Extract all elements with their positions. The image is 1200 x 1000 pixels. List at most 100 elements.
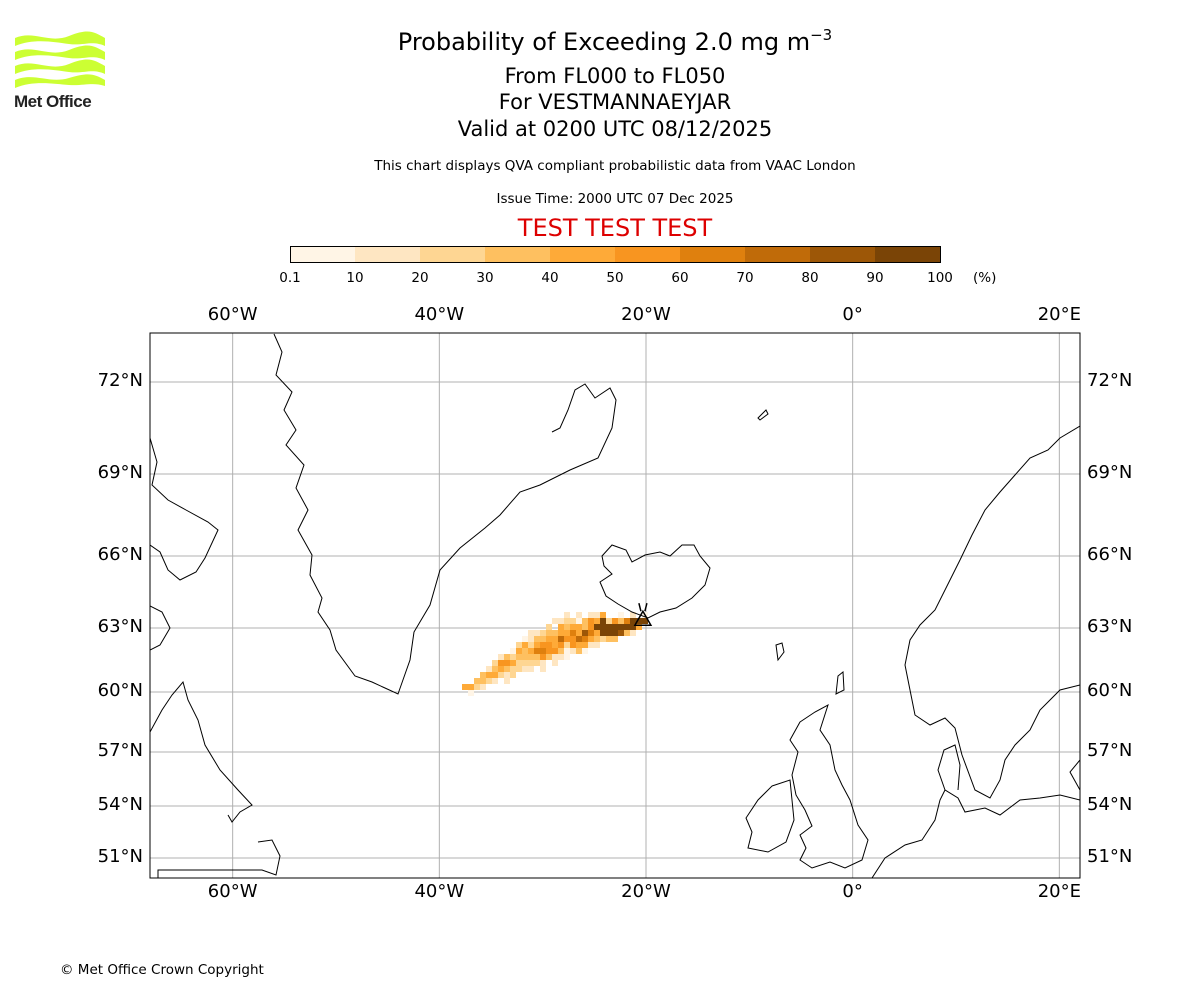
- plume-cell: [582, 642, 588, 648]
- latitude-label-right: 57°N: [1087, 740, 1133, 761]
- plume-cell: [546, 648, 552, 654]
- plume-cell: [582, 618, 588, 624]
- plume-cell: [606, 630, 612, 636]
- plume-cell: [486, 672, 492, 678]
- colorbar-tick-label: 60: [671, 270, 689, 286]
- plume-cell: [612, 624, 618, 630]
- plume-cell: [558, 648, 564, 654]
- plume-cell: [624, 630, 630, 636]
- coastline-shetland: [835, 671, 845, 695]
- data-source-note: This chart displays QVA compliant probab…: [374, 158, 856, 174]
- plume-cell: [600, 630, 606, 636]
- coastline-ungava: [150, 605, 171, 651]
- latitude-label-left: 69°N: [97, 462, 143, 483]
- plume-cell: [468, 690, 474, 696]
- plume-cell: [534, 636, 540, 642]
- plume-cell: [570, 624, 576, 630]
- plume-cell: [612, 618, 618, 624]
- plume-cell: [576, 648, 582, 654]
- plume-cell: [606, 636, 612, 642]
- plume-cell: [564, 636, 570, 642]
- coastline-baffin-island: [150, 437, 219, 581]
- plume-cell: [576, 624, 582, 630]
- colorbar-segment: [875, 246, 941, 263]
- plume-cell: [564, 618, 570, 624]
- plume-cell: [588, 624, 594, 630]
- plume-cell: [462, 684, 468, 690]
- plume-cell: [630, 630, 636, 636]
- plume-cell: [594, 612, 600, 618]
- plume-cell: [510, 666, 516, 672]
- latitude-label-right: 51°N: [1087, 846, 1133, 867]
- colorbar-tick-label: 40: [541, 270, 559, 286]
- coastline-iceland: [599, 544, 711, 619]
- plume-cell: [486, 666, 492, 672]
- plume-cell: [468, 684, 474, 690]
- plume-cell: [552, 654, 558, 660]
- plume-cell: [516, 654, 522, 660]
- plume-cell: [486, 678, 492, 684]
- colorbar-segment: [485, 246, 550, 263]
- plume-cell: [546, 630, 552, 636]
- plume-cell: [618, 624, 624, 630]
- latitude-label-left: 63°N: [97, 616, 143, 637]
- plume-cell: [558, 642, 564, 648]
- colorbar-segment: [810, 246, 875, 263]
- plume-cell: [510, 660, 516, 666]
- flight-level-range: From FL000 to FL050: [504, 64, 726, 88]
- plume-cell: [630, 624, 636, 630]
- colorbar-tick-label: 0.1: [279, 270, 301, 286]
- plume-cell: [564, 630, 570, 636]
- colorbar-segment: [420, 246, 485, 263]
- chart-title: Probability of Exceeding 2.0 mg m−3: [0, 26, 1200, 56]
- plume-cell: [612, 630, 618, 636]
- plume-cell: [588, 636, 594, 642]
- plume-cell: [612, 636, 618, 642]
- plume-cell: [516, 666, 522, 672]
- plume-cell: [594, 636, 600, 642]
- plume-cell: [576, 642, 582, 648]
- latitude-label-right: 66°N: [1087, 544, 1133, 565]
- colorbar-segment: [290, 246, 356, 263]
- plume-cell: [564, 654, 570, 660]
- plume-cell: [636, 618, 642, 624]
- latitude-label-left: 66°N: [97, 544, 143, 565]
- plume-cell: [498, 660, 504, 666]
- plume-cell: [564, 612, 570, 618]
- colorbar-tick-label: 10: [346, 270, 364, 286]
- plume-cell: [558, 630, 564, 636]
- coastline-ireland: [745, 779, 795, 853]
- plume-cell: [528, 642, 534, 648]
- plume-cell: [630, 612, 636, 618]
- plume-cell: [516, 642, 522, 648]
- plume-cell: [606, 624, 612, 630]
- plume-cell: [510, 654, 516, 660]
- location-label: For VESTMANNAEYJAR: [498, 90, 732, 114]
- colorbar-tick-label: 30: [476, 270, 494, 286]
- plume-cell: [588, 612, 594, 618]
- plume-cell: [570, 618, 576, 624]
- plume-cell: [540, 630, 546, 636]
- plume-cell: [528, 660, 534, 666]
- plume-cell: [480, 678, 486, 684]
- plume-cell: [540, 666, 546, 672]
- plume-cell: [540, 642, 546, 648]
- issue-time: Issue Time: 2000 UTC 07 Dec 2025: [496, 191, 734, 207]
- plume-cell: [522, 654, 528, 660]
- plume-cell: [498, 654, 504, 660]
- plume-cell: [618, 618, 624, 624]
- plume-cell: [582, 636, 588, 642]
- plume-cell: [522, 666, 528, 672]
- colorbar-tick-label: 90: [866, 270, 884, 286]
- plume-cell: [528, 666, 534, 672]
- coastline-continental-europe: [871, 789, 1080, 878]
- plume-cell: [594, 630, 600, 636]
- plume-cell: [522, 648, 528, 654]
- plume-cell: [492, 660, 498, 666]
- longitude-label-top: 40°W: [414, 304, 465, 325]
- plume-cell: [534, 660, 540, 666]
- plume-cell: [588, 642, 594, 648]
- plume-cell: [540, 648, 546, 654]
- plume-cell: [642, 618, 648, 624]
